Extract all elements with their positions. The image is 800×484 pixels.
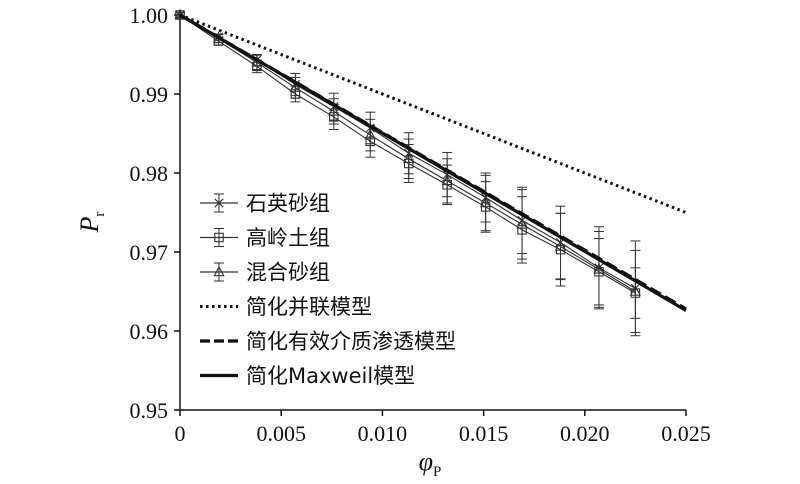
legend-item: 简化有效介质渗透模型: [200, 330, 456, 354]
x-tick-label: 0.010: [358, 421, 408, 446]
x-tick-label: 0.020: [560, 421, 610, 446]
error-bar: [480, 174, 491, 232]
tick-labels: 0 0.005 0.010 0.015 0.020 0.025 0.95 0.96 0.97 0.…: [130, 3, 711, 446]
y-tick-label: 0.98: [130, 161, 169, 186]
data-point-triangle: [629, 285, 642, 296]
series-4: [179, 13, 687, 214]
legend-label: 简化并联模型: [246, 295, 372, 319]
legend-item: 简化并联模型: [200, 295, 372, 319]
x-tick-label: 0: [175, 421, 186, 446]
legend-label: 石英砂组: [246, 192, 330, 216]
data-point-triangle: [441, 174, 453, 186]
y-tick-label: 0.95: [130, 398, 169, 423]
series-2: [175, 10, 641, 319]
data-point-square: [214, 232, 224, 243]
data-point-star: [214, 197, 224, 209]
y-tick-label: 0.99: [130, 82, 169, 107]
data-point-triangle: [289, 81, 301, 92]
error-bar: [442, 158, 453, 204]
data-point-triangle: [403, 152, 415, 164]
data-point-triangle: [554, 240, 567, 251]
ticks: [174, 14, 687, 416]
legend-item: 混合砂组: [200, 261, 330, 285]
data-point-triangle: [480, 196, 492, 208]
y-tick-label: 0.96: [130, 319, 169, 344]
data-point-triangle: [364, 128, 376, 140]
x-tick-label: 0.015: [459, 421, 509, 446]
series-6: [179, 13, 687, 312]
x-axis-title: φP: [419, 447, 442, 480]
legend-label: 高岭土组: [246, 226, 330, 250]
series-layer: [174, 8, 687, 337]
model-line: [179, 13, 687, 214]
legend-label: 简化有效介质渗透模型: [246, 330, 456, 354]
series-3: [174, 8, 642, 334]
data-point-triangle: [213, 265, 225, 277]
legend-label: 混合砂组: [246, 261, 330, 285]
error-bar: [593, 230, 604, 308]
legend-item: 高岭土组: [200, 226, 330, 250]
x-tick-label: 0.005: [256, 421, 306, 446]
axes: [179, 15, 686, 411]
legend-item: 石英砂组: [200, 192, 330, 216]
error-bar: [555, 212, 566, 281]
error-bar: [403, 138, 414, 180]
y-axis-title: Pr: [75, 212, 108, 234]
data-point-triangle: [174, 8, 186, 20]
data-point-triangle: [516, 217, 528, 229]
model-line: [179, 13, 687, 312]
data-point-triangle: [593, 263, 605, 274]
legend-label: 简化Maxweil模型: [246, 364, 415, 388]
error-bar: [517, 189, 528, 260]
y-tick-label: 1.00: [130, 3, 169, 28]
x-tick-label: 0.025: [661, 421, 711, 446]
error-bar: [630, 249, 641, 334]
legend-item: 简化Maxweil模型: [200, 364, 415, 388]
data-point-triangle: [328, 105, 340, 116]
y-tick-label: 0.97: [130, 240, 169, 265]
